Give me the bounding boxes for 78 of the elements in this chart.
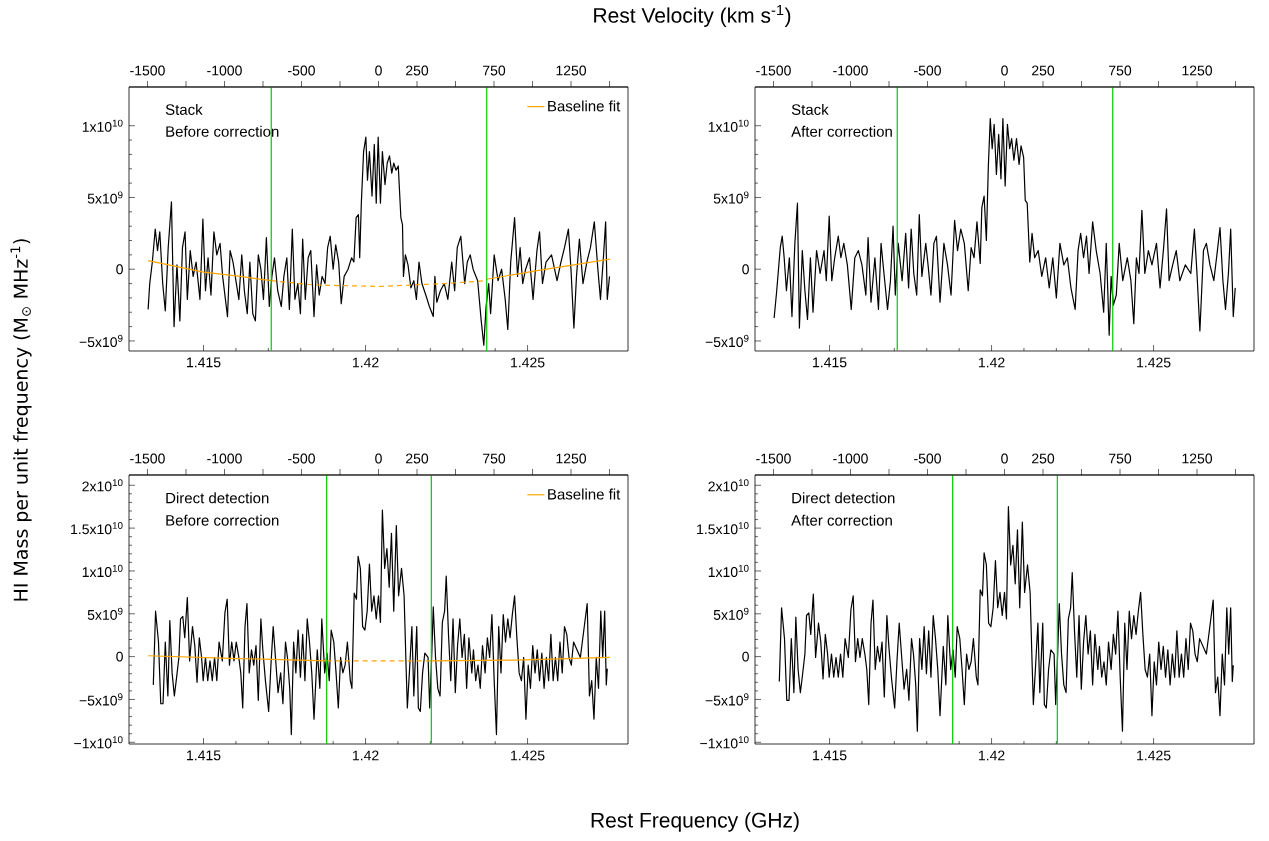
y-tick-label: −5x10$^{9}$ — [79, 334, 123, 348]
x-tick-label: 1.415 — [187, 357, 221, 368]
y-tick-label: 2x10$^{10}$ — [82, 479, 123, 492]
x-axis-title: Rest Frequency (GHz) — [591, 812, 799, 832]
x-tick-label: 1.425 — [511, 357, 545, 368]
x-tick-label: 1.42 — [352, 357, 379, 368]
x2-tick-label: 250 — [406, 453, 429, 464]
y-tick-label: 0 — [742, 264, 749, 275]
x-tick-label: 1.42 — [978, 750, 1005, 761]
annotation: Direct detection — [792, 492, 895, 504]
x2-tick-label: 0 — [1001, 453, 1008, 464]
x-tick-label: 1.42 — [978, 357, 1005, 368]
x2-tick-label: 0 — [1001, 65, 1008, 76]
y-tick-label: −5x10$^{9}$ — [79, 693, 123, 706]
x2-tick-label: -1000 — [207, 453, 242, 464]
y-tick-label: −5x10$^{9}$ — [705, 693, 749, 706]
y-tick-label: 2x10$^{10}$ — [708, 479, 749, 492]
x2-tick-label: 250 — [1032, 453, 1055, 464]
x2-tick-label: -500 — [914, 65, 941, 76]
x-tick-label: 1.415 — [187, 750, 221, 761]
annotation: After correction — [791, 514, 892, 526]
x2-tick-label: 750 — [483, 65, 506, 76]
line-series — [152, 509, 608, 736]
x2-tick-label: 1250 — [1182, 65, 1213, 76]
y-tick-label: 1.5x10$^{10}$ — [697, 522, 749, 535]
x-tick-label: 1.42 — [352, 750, 379, 761]
y-tick-label: 0 — [742, 651, 749, 662]
y-tick-label: 1x10$^{10}$ — [82, 564, 123, 578]
y-tick-label: 0 — [116, 264, 123, 275]
x-tick-label: 1.425 — [511, 750, 545, 761]
y-tick-label: 5x10$^{9}$ — [713, 607, 749, 620]
legend-label: Baseline fit — [548, 488, 621, 500]
x2-tick-label: 250 — [406, 65, 429, 76]
annotation: Stack — [791, 103, 829, 115]
y-tick-label: −5x10$^{9}$ — [705, 334, 749, 348]
x2-tick-label: -1500 — [130, 453, 165, 464]
y-tick-label: 5x10$^{9}$ — [87, 607, 123, 620]
x2-tick-label: -1000 — [833, 453, 868, 464]
line-series — [147, 136, 611, 346]
x2-tick-label: 0 — [375, 65, 382, 76]
x-tick-label: 1.425 — [1137, 357, 1171, 368]
annotation: Direct detection — [166, 492, 269, 504]
x2-tick-label: 750 — [1109, 65, 1132, 76]
y-tick-label: 5x10$^{9}$ — [713, 191, 749, 204]
x2-tick-label: -1000 — [833, 65, 868, 76]
x2-tick-label: -1500 — [130, 65, 165, 76]
x2-tick-label: 1250 — [556, 453, 587, 464]
x2-tick-label: -1500 — [756, 453, 791, 464]
x2-tick-label: 1250 — [556, 65, 587, 76]
y-tick-label: 1x10$^{10}$ — [708, 564, 749, 578]
line-series — [778, 506, 1234, 732]
x2-tick-label: 750 — [1109, 453, 1132, 464]
x2-tick-label: 0 — [375, 453, 382, 464]
x2-tick-label: -500 — [914, 453, 941, 464]
x2-tick-label: -500 — [288, 453, 315, 464]
annotation: Before correction — [166, 514, 279, 526]
y-tick-label: −1x10$^{10}$ — [74, 736, 123, 749]
x-tick-label: 1.415 — [813, 357, 847, 368]
y-tick-label: −1x10$^{10}$ — [700, 736, 749, 749]
annotation: Stack — [165, 103, 203, 115]
y-tick-label: 5x10$^{9}$ — [87, 191, 123, 204]
y-tick-label: 0 — [116, 651, 123, 662]
x2-tick-label: 250 — [1032, 65, 1055, 76]
x2-axis-title: Rest Velocity (km s$^{-1}$) — [594, 5, 791, 27]
x2-tick-label: -1500 — [756, 65, 791, 76]
x2-tick-label: 750 — [483, 453, 506, 464]
annotation: After correction — [791, 125, 892, 137]
x-tick-label: 1.425 — [1137, 750, 1171, 761]
legend-label: Baseline fit — [548, 100, 621, 112]
x2-tick-label: -1000 — [207, 65, 242, 76]
x-tick-label: 1.415 — [813, 750, 847, 761]
y-tick-label: 1x10$^{10}$ — [82, 119, 123, 132]
line-series — [773, 117, 1236, 336]
y-axis-title: HI Mass per unit frequency (M$_{⊙}$ MHz$^{-1}$) — [10, 239, 32, 601]
x2-tick-label: -500 — [288, 65, 315, 76]
y-tick-label: 1x10$^{10}$ — [708, 119, 749, 132]
y-tick-label: 1.5x10$^{10}$ — [71, 522, 123, 535]
x2-tick-label: 1250 — [1182, 453, 1213, 464]
